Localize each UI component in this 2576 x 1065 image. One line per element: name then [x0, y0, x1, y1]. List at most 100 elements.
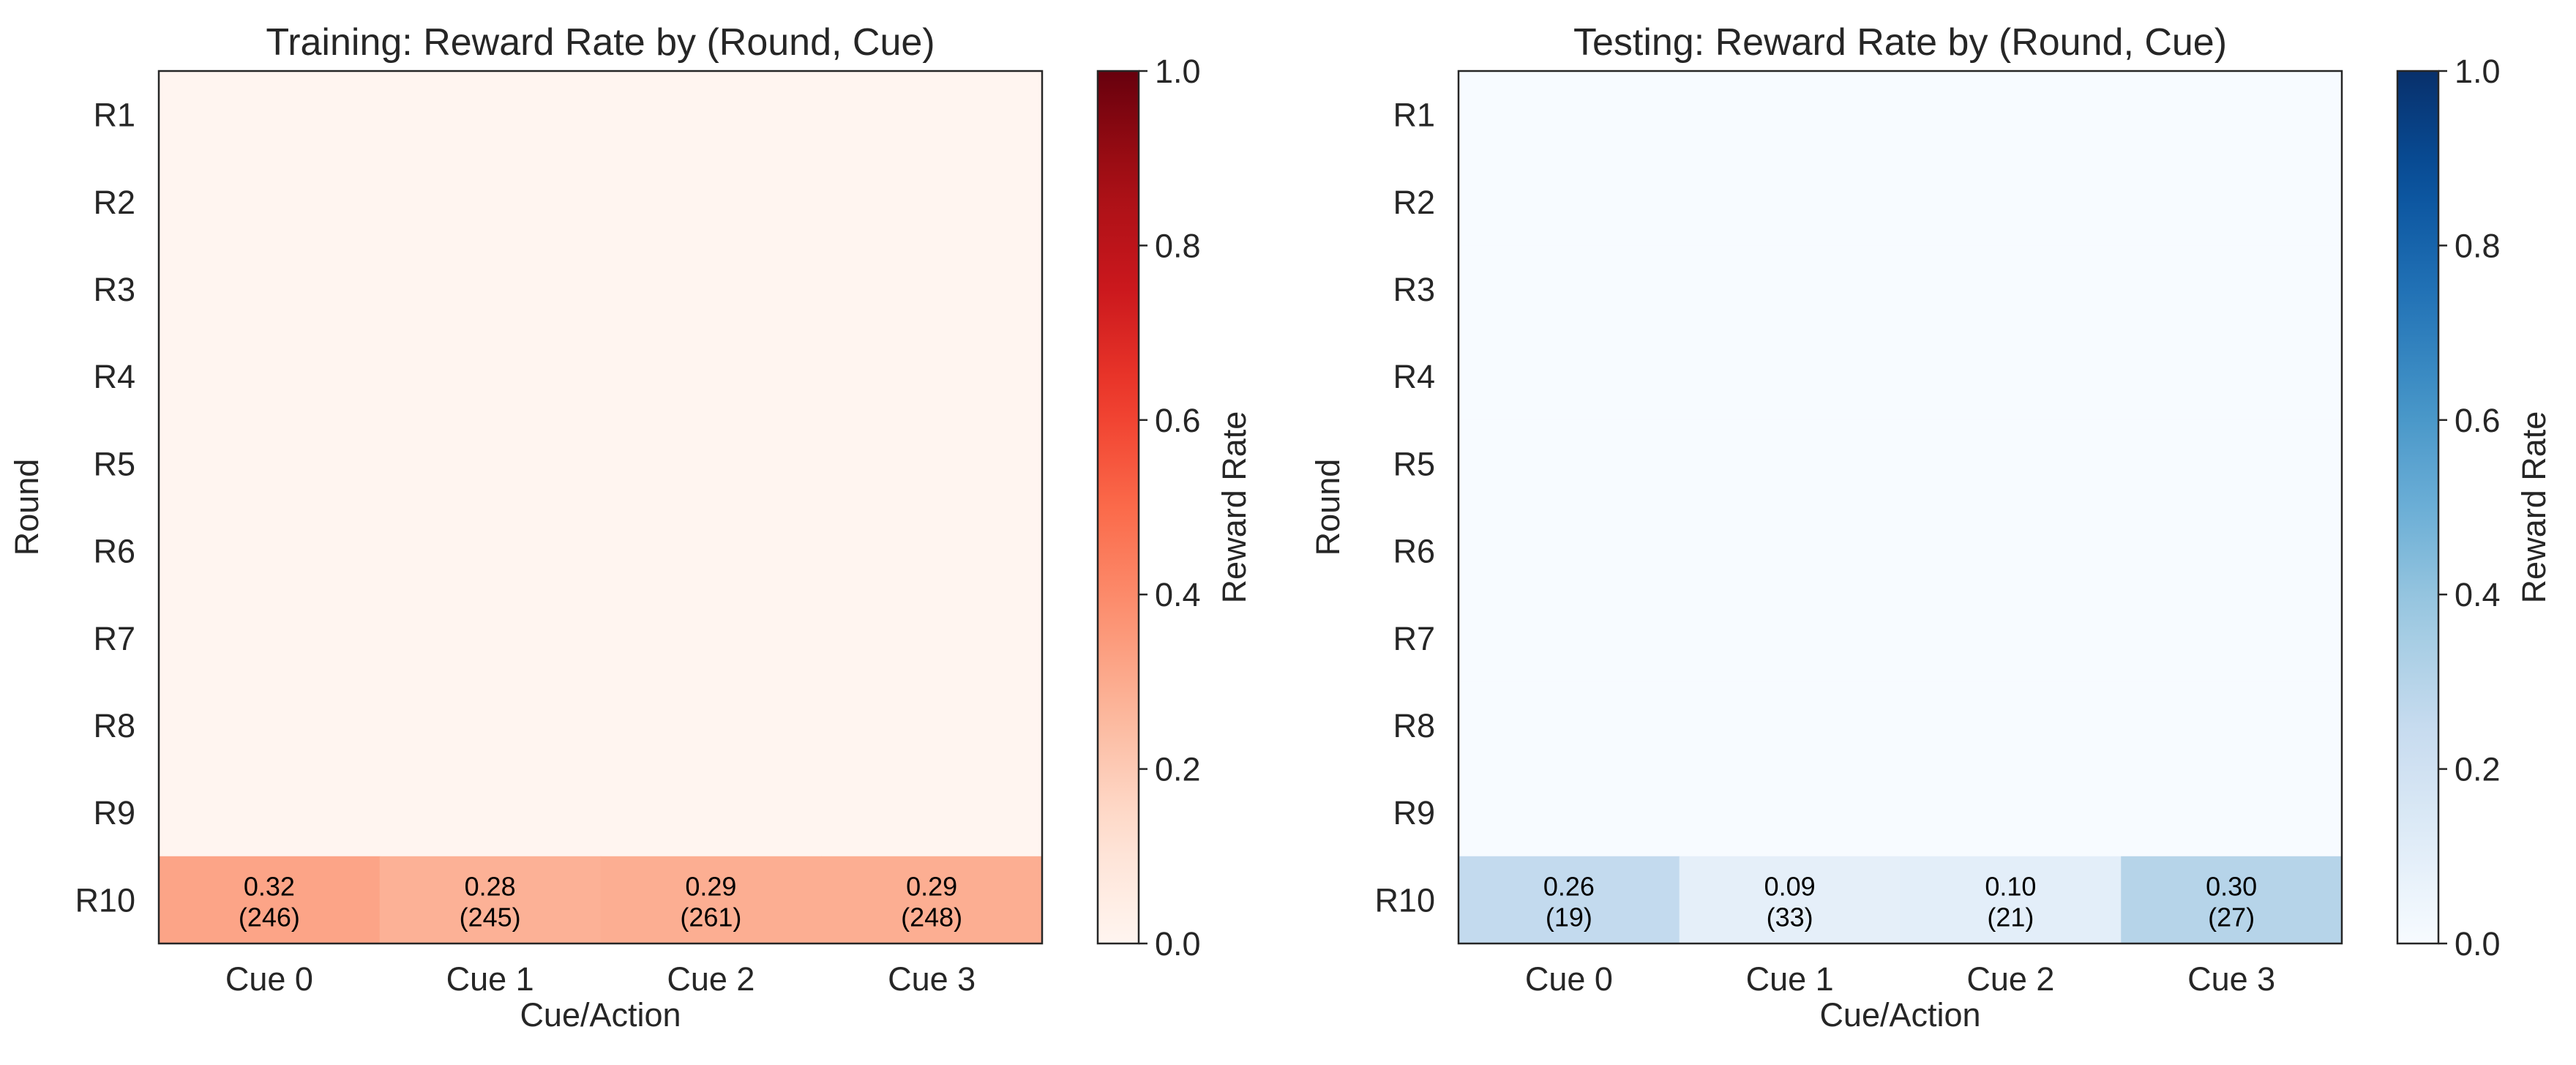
- heatmap-cell: [1900, 419, 2122, 508]
- x-axis-label: Cue/Action: [1819, 996, 1980, 1034]
- plot-frame: [157, 70, 1044, 945]
- y-tick-label: R4: [1393, 358, 1435, 395]
- heatmap-cell: [1679, 419, 1901, 508]
- colorbar-tick-label: 0.6: [2455, 402, 2501, 439]
- heatmap-cell: [821, 769, 1043, 857]
- colorbar-tick-label: 0.4: [1155, 576, 1201, 613]
- cell-count-label: (27): [2208, 902, 2255, 932]
- heatmap-cell: [379, 158, 602, 246]
- colorbar-tick-label: 0.6: [1155, 402, 1201, 439]
- heatmap-cell: [600, 71, 822, 159]
- y-tick-label: R9: [1393, 794, 1435, 832]
- colorbar: [1096, 70, 1140, 945]
- testing-heatmap-panel: Testing: Reward Rate by (Round, Cue) 0.26…: [1309, 21, 2553, 1034]
- heatmap-cell: [1459, 245, 1680, 334]
- y-axis-label: Round: [1309, 459, 1347, 556]
- heatmap-cell: [2121, 769, 2343, 857]
- colorbar-tick-label: 0.2: [2455, 751, 2501, 788]
- cell-count-label: (246): [239, 902, 300, 932]
- heatmap-cell: [1679, 769, 1901, 857]
- cell-value-label: 0.29: [685, 871, 736, 901]
- heatmap-cell: [600, 158, 822, 246]
- heatmap-cell: [600, 594, 822, 682]
- colorbar: [2396, 70, 2440, 945]
- x-tick-label: Cue 1: [1746, 960, 1834, 998]
- heatmap-cell: [1900, 856, 2122, 944]
- x-tick-label: Cue 3: [888, 960, 976, 998]
- cell-value-label: 0.32: [244, 871, 295, 901]
- y-tick-label: R3: [1393, 271, 1435, 308]
- chart-title: Testing: Reward Rate by (Round, Cue): [1573, 21, 2227, 64]
- heatmap-cell: [379, 71, 602, 159]
- heatmap-cell: [1459, 594, 1680, 682]
- plot-frame: [1457, 70, 2343, 945]
- x-axis-label: Cue/Action: [520, 996, 681, 1034]
- heatmap-cell: [1900, 681, 2122, 770]
- heatmap-cell: [1679, 245, 1901, 334]
- heatmap-cell: [600, 419, 822, 508]
- y-tick-label: R6: [93, 533, 135, 570]
- heatmap-cell: [600, 332, 822, 421]
- heatmap-cell: [2121, 681, 2343, 770]
- heatmap-cell: [821, 507, 1043, 595]
- y-tick-label: R7: [1393, 620, 1435, 657]
- heatmap-cell: [821, 419, 1043, 508]
- cell-count-label: (245): [460, 902, 521, 932]
- heatmap-cell: [1900, 507, 2122, 595]
- y-tick-label: R8: [93, 707, 135, 744]
- heatmap-cell: [379, 856, 602, 944]
- colorbar-tick-label: 1.0: [2455, 53, 2501, 90]
- cell-value-label: 0.28: [465, 871, 516, 901]
- heatmap-cell: [2121, 594, 2343, 682]
- heatmap-cell: [821, 594, 1043, 682]
- x-tick-label: Cue 2: [1966, 960, 2054, 998]
- heatmap-cell: [159, 245, 381, 334]
- heatmap-cell: [1459, 769, 1680, 857]
- y-axis-label: Round: [8, 459, 45, 556]
- heatmap-cell: [159, 769, 381, 857]
- y-tick-label: R4: [93, 358, 135, 395]
- heatmap-cell: [1459, 332, 1680, 421]
- heatmap-cell: [600, 245, 822, 334]
- heatmap-cell: [1459, 158, 1680, 246]
- heatmap-cell: [821, 856, 1043, 944]
- colorbar-tick-label: 0.8: [2455, 227, 2501, 264]
- x-tick-label: Cue 0: [225, 960, 313, 998]
- y-tick-label: R2: [1393, 184, 1435, 221]
- cell-value-label: 0.26: [1543, 871, 1595, 901]
- heatmap-cell: [1679, 856, 1901, 944]
- x-tick-label: Cue 1: [446, 960, 534, 998]
- heatmap-cell: [1900, 245, 2122, 334]
- colorbar-tick-label: 0.0: [1155, 925, 1201, 963]
- heatmap-cell: [1900, 71, 2122, 159]
- heatmap-cell: [1459, 681, 1680, 770]
- x-tick-label: Cue 0: [1525, 960, 1613, 998]
- cell-count-label: (33): [1767, 902, 1813, 932]
- heatmap-cell: [821, 245, 1043, 334]
- heatmap-cell: [2121, 507, 2343, 595]
- cell-count-label: (19): [1546, 902, 1592, 932]
- colorbar-tick-label: 0.0: [2455, 925, 2501, 963]
- y-tick-label: R10: [1374, 881, 1435, 919]
- y-tick-label: R5: [1393, 445, 1435, 482]
- heatmap-cell: [159, 681, 381, 770]
- heatmap-cell: [600, 856, 822, 944]
- heatmap-cell: [379, 769, 602, 857]
- heatmap-cell: [2121, 332, 2343, 421]
- heatmap-cell: [2121, 856, 2343, 944]
- y-tick-label: R3: [93, 271, 135, 308]
- y-tick-label: R5: [93, 445, 135, 482]
- heatmap-cell: [1900, 332, 2122, 421]
- heatmap-cell: [2121, 158, 2343, 246]
- training-heatmap-panel: Training: Reward Rate by (Round, Cue) 0.3…: [8, 21, 1253, 1034]
- heatmap-cell: [159, 158, 381, 246]
- heatmap-cell: [159, 856, 381, 944]
- colorbar-tick-label: 0.8: [1155, 227, 1201, 264]
- heatmap-cell: [379, 681, 602, 770]
- heatmap-cell: [1679, 681, 1901, 770]
- heatmap-cell: [159, 594, 381, 682]
- heatmap-cell: [600, 507, 822, 595]
- y-tick-label: R7: [93, 620, 135, 657]
- chart-title: Training: Reward Rate by (Round, Cue): [266, 21, 935, 64]
- heatmap-cell: [1900, 769, 2122, 857]
